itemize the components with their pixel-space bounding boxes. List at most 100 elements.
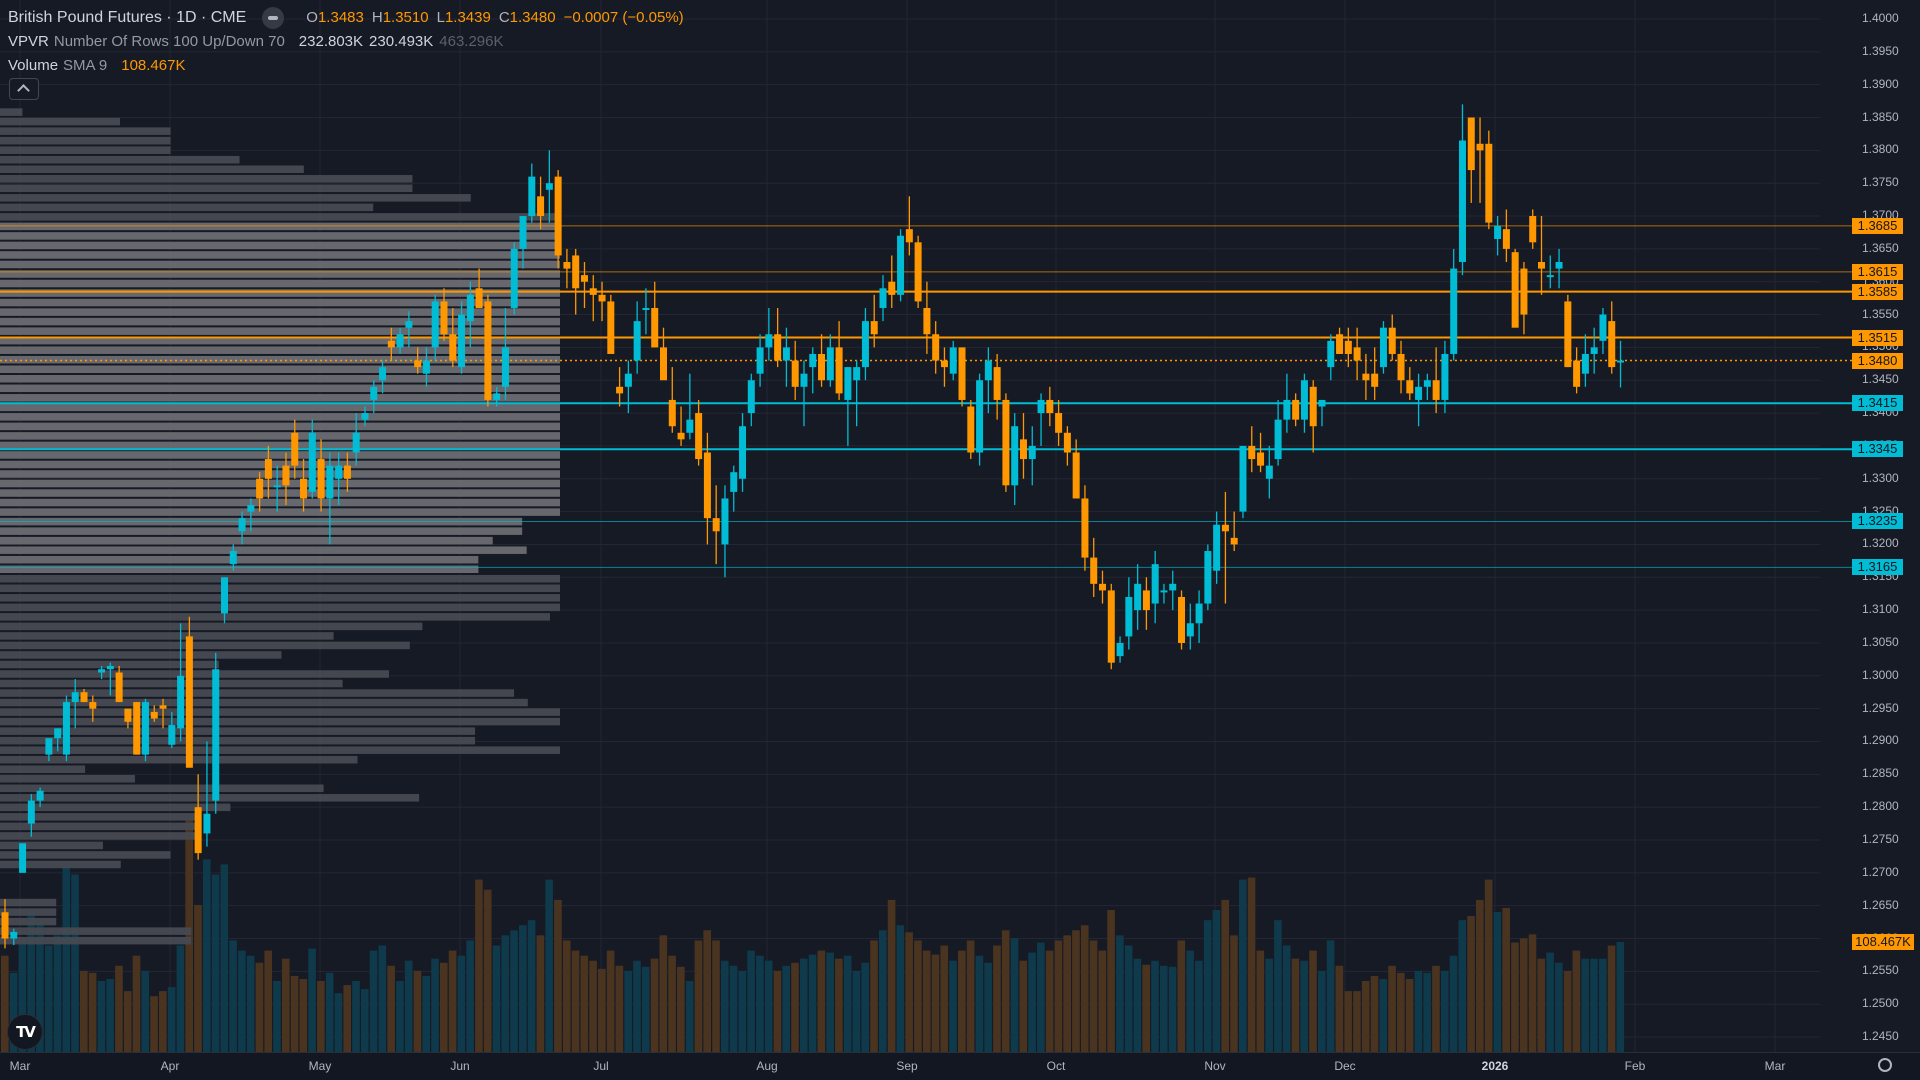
vpvr-legend-row[interactable]: VPVR Number Of Rows 100 Up/Down 70 232.8… bbox=[8, 30, 684, 54]
candle-body[interactable] bbox=[501, 347, 509, 387]
candle-body[interactable] bbox=[19, 843, 27, 873]
candle-body[interactable] bbox=[712, 518, 720, 532]
price-level-label[interactable]: 1.3415 bbox=[1852, 395, 1903, 412]
candle-body[interactable] bbox=[370, 386, 378, 400]
candle-body[interactable] bbox=[326, 465, 334, 499]
candle-body[interactable] bbox=[10, 931, 18, 939]
candle-body[interactable] bbox=[1406, 380, 1414, 394]
price-level-label[interactable]: 1.3615 bbox=[1852, 263, 1903, 280]
candle-body[interactable] bbox=[422, 360, 430, 374]
candle-body[interactable] bbox=[1520, 268, 1528, 315]
candle-body[interactable] bbox=[1011, 426, 1019, 486]
candle-body[interactable] bbox=[27, 800, 35, 824]
candle-body[interactable] bbox=[1081, 498, 1089, 558]
candle-body[interactable] bbox=[1213, 524, 1221, 571]
candle-body[interactable] bbox=[1502, 229, 1510, 249]
candle-body[interactable] bbox=[580, 275, 588, 282]
candle-body[interactable] bbox=[1546, 275, 1554, 278]
candle-body[interactable] bbox=[1248, 445, 1256, 460]
candle-body[interactable] bbox=[405, 321, 413, 328]
candle-body[interactable] bbox=[36, 790, 44, 801]
candle-body[interactable] bbox=[651, 307, 659, 348]
candle-body[interactable] bbox=[1485, 143, 1493, 223]
candle-body[interactable] bbox=[958, 347, 966, 400]
candle-body[interactable] bbox=[1046, 399, 1054, 414]
candle-body[interactable] bbox=[1538, 262, 1545, 269]
candle-body[interactable] bbox=[1, 912, 9, 939]
candle-body[interactable] bbox=[1002, 399, 1010, 486]
minus-circle-icon[interactable] bbox=[262, 7, 285, 29]
candle-body[interactable] bbox=[1107, 590, 1115, 663]
candle-body[interactable] bbox=[1204, 551, 1212, 604]
candle-body[interactable] bbox=[1573, 360, 1581, 387]
volume-name[interactable]: Volume bbox=[8, 57, 59, 74]
candle-body[interactable] bbox=[141, 702, 149, 755]
candle-body[interactable] bbox=[1336, 334, 1344, 354]
candle-body[interactable] bbox=[1564, 301, 1572, 368]
candle-body[interactable] bbox=[256, 478, 264, 499]
candle-body[interactable] bbox=[668, 399, 676, 427]
candle-body[interactable] bbox=[1494, 225, 1502, 240]
candle-body[interactable] bbox=[238, 518, 246, 532]
candle-body[interactable] bbox=[1327, 340, 1335, 368]
candle-body[interactable] bbox=[510, 248, 518, 308]
candle-body[interactable] bbox=[756, 347, 764, 374]
candle-body[interactable] bbox=[537, 196, 545, 217]
candle-body[interactable] bbox=[1529, 216, 1537, 243]
candle-body[interactable] bbox=[1379, 327, 1387, 368]
candle-body[interactable] bbox=[414, 360, 422, 368]
candle-body[interactable] bbox=[1169, 583, 1177, 591]
candle-body[interactable] bbox=[554, 176, 562, 256]
candle-body[interactable] bbox=[212, 669, 220, 801]
candle-body[interactable] bbox=[818, 353, 826, 381]
candle-body[interactable] bbox=[826, 347, 834, 381]
candle-body[interactable] bbox=[747, 380, 755, 414]
candle-body[interactable] bbox=[45, 738, 53, 755]
candle-body[interactable] bbox=[150, 711, 158, 719]
candle-body[interactable] bbox=[905, 229, 913, 243]
candle-body[interactable] bbox=[1221, 524, 1229, 532]
candle-body[interactable] bbox=[343, 465, 351, 479]
candle-body[interactable] bbox=[185, 636, 193, 768]
candle-body[interactable] bbox=[1019, 439, 1027, 460]
candle-body[interactable] bbox=[133, 702, 141, 755]
symbol-title[interactable]: British Pound Futures · 1D · CME bbox=[8, 9, 247, 26]
candle-body[interactable] bbox=[1397, 353, 1405, 381]
candle-body[interactable] bbox=[1028, 445, 1036, 460]
candle-body[interactable] bbox=[1116, 642, 1124, 657]
candle-body[interactable] bbox=[247, 505, 255, 512]
candle-body[interactable] bbox=[686, 419, 694, 433]
candle-body[interactable] bbox=[976, 380, 984, 453]
candle-body[interactable] bbox=[774, 334, 782, 361]
candle-body[interactable] bbox=[1055, 413, 1063, 433]
candle-body[interactable] bbox=[194, 807, 202, 854]
candle-body[interactable] bbox=[1458, 140, 1466, 263]
candle-body[interactable] bbox=[203, 813, 211, 834]
candle-body[interactable] bbox=[273, 485, 281, 488]
price-level-label[interactable]: 1.3480 bbox=[1852, 352, 1903, 369]
candle-body[interactable] bbox=[598, 294, 606, 302]
candle-body[interactable] bbox=[1072, 452, 1080, 499]
candle-body[interactable] bbox=[1178, 596, 1186, 643]
candle-body[interactable] bbox=[115, 672, 123, 703]
candle-body[interactable] bbox=[1344, 340, 1352, 354]
candle-body[interactable] bbox=[660, 347, 667, 381]
candle-body[interactable] bbox=[335, 465, 343, 479]
candle-body[interactable] bbox=[897, 235, 905, 295]
candle-body[interactable] bbox=[106, 665, 114, 670]
candle-body[interactable] bbox=[730, 472, 738, 492]
candle-body[interactable] bbox=[1125, 596, 1133, 637]
candle-body[interactable] bbox=[739, 426, 747, 479]
candle-body[interactable] bbox=[1590, 347, 1598, 354]
candle-body[interactable] bbox=[1160, 590, 1168, 593]
candle-body[interactable] bbox=[870, 321, 878, 335]
candle-body[interactable] bbox=[229, 551, 237, 565]
candle-body[interactable] bbox=[1555, 262, 1563, 269]
candle-body[interactable] bbox=[1450, 268, 1458, 354]
vpvr-name[interactable]: VPVR bbox=[8, 33, 49, 50]
candle-body[interactable] bbox=[563, 262, 571, 269]
candle-body[interactable] bbox=[949, 347, 957, 374]
candle-body[interactable] bbox=[361, 413, 369, 420]
candle-body[interactable] bbox=[519, 216, 527, 249]
candle-body[interactable] bbox=[940, 360, 948, 368]
